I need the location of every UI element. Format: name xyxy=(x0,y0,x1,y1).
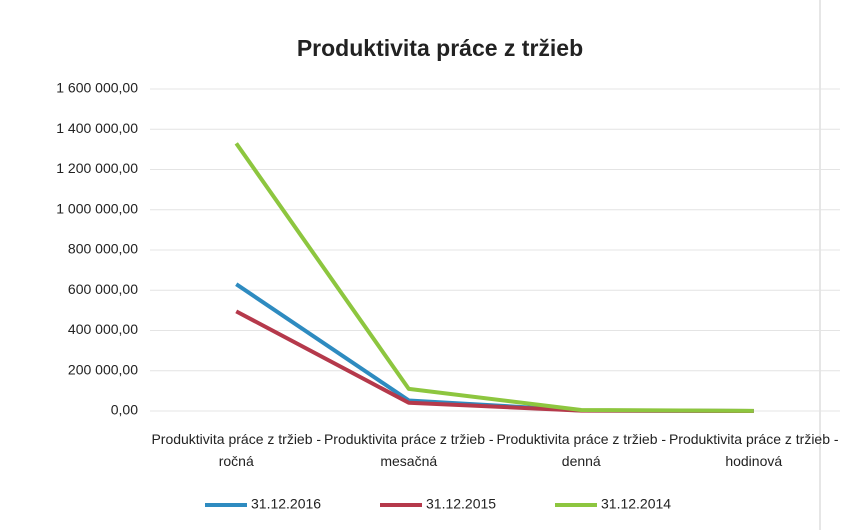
series-line xyxy=(235,282,754,413)
y-tick-label: 200 000,00 xyxy=(68,361,138,377)
y-tick-label: 400 000,00 xyxy=(68,321,138,337)
legend-label: 31.12.2014 xyxy=(601,496,671,512)
y-tick-label: 1 000 000,00 xyxy=(56,200,138,216)
legend-label: 31.12.2015 xyxy=(426,496,496,512)
legend-label: 31.12.2016 xyxy=(251,496,321,512)
x-tick-label: Produktivita práce z tržieb - denná xyxy=(496,431,667,469)
y-tick-label: 600 000,00 xyxy=(68,281,138,297)
y-tick-label: 1 200 000,00 xyxy=(56,160,138,176)
y-tick-label: 1 600 000,00 xyxy=(56,80,138,96)
series-line xyxy=(235,309,754,413)
chart-title: Produktivita práce z tržieb xyxy=(297,35,583,61)
series-line xyxy=(234,142,754,413)
y-tick-label: 1 400 000,00 xyxy=(56,120,138,136)
x-tick-label: Produktivita práce z tržieb - mesačná xyxy=(323,431,494,469)
y-tick-label: 800 000,00 xyxy=(68,241,138,257)
x-tick-label: Produktivita práce z tržieb - ročná xyxy=(151,431,322,469)
x-tick-label: Produktivita práce z tržieb - hodinová xyxy=(668,431,839,469)
y-tick-label: 0,00 xyxy=(111,402,138,418)
